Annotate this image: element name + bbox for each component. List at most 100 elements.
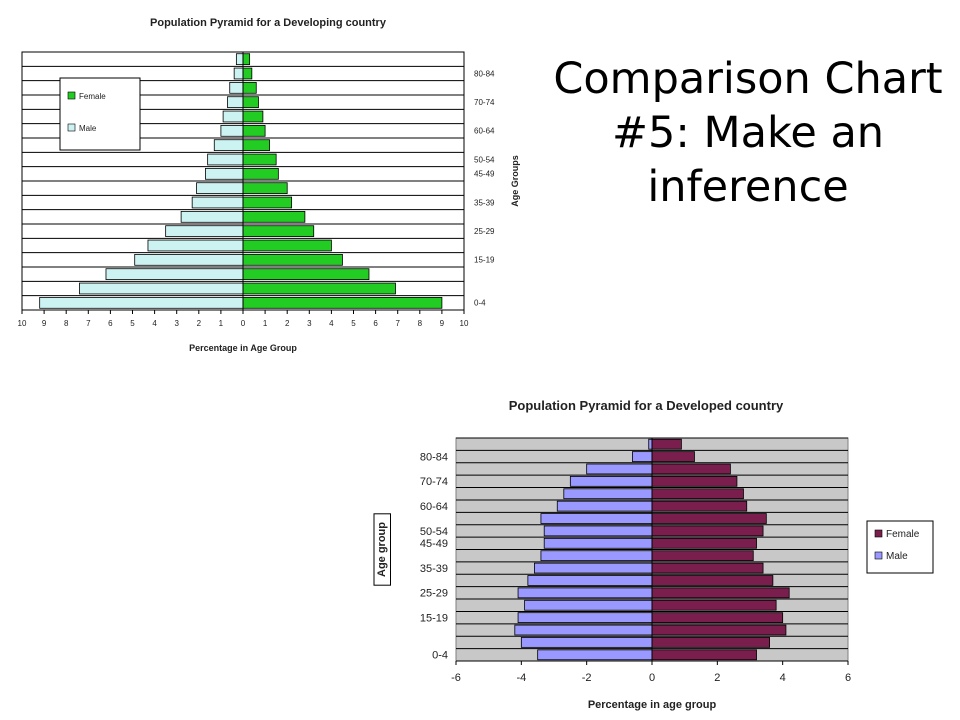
x-tick-label: 2	[197, 319, 202, 328]
y-tick-label: 70-74	[474, 98, 495, 107]
y-tick-label: 60-64	[474, 127, 495, 136]
x-tick-label: 3	[307, 319, 312, 328]
y-axis-label-group: Age Groups	[510, 155, 520, 207]
bar-female-80-84	[651, 451, 695, 462]
bar-female-10-14	[651, 624, 787, 636]
x-tick-label: 2	[285, 319, 290, 328]
y-tick-label: 35-39	[474, 198, 495, 207]
bar-male-85+	[235, 53, 244, 66]
bar-male-35-39	[533, 562, 653, 574]
x-tick-label: -2	[582, 672, 592, 684]
bar-female-75-79	[651, 463, 731, 475]
chart-title: Population Pyramid for a Developing coun…	[150, 17, 387, 29]
x-tick-label: 0	[649, 672, 655, 684]
bar-male-15-19	[517, 612, 653, 623]
bar-male-45-49	[205, 167, 244, 180]
bar-female-60-64	[242, 124, 266, 137]
x-tick-label: 7	[86, 319, 91, 328]
bar-female-0-4	[242, 296, 443, 309]
bar-male-80-84	[233, 67, 244, 80]
bar-male-30-34	[180, 210, 244, 223]
bar-female-35-39	[242, 196, 293, 209]
bar-male-55-59	[540, 513, 653, 524]
x-tick-label: 6	[373, 319, 378, 328]
bar-male-5-9	[79, 282, 244, 295]
bar-male-65-69	[222, 110, 244, 123]
x-tick-label: 0	[241, 319, 246, 328]
x-tick-label: 10	[460, 319, 469, 328]
bar-female-10-14	[242, 268, 370, 281]
bar-male-25-29	[165, 225, 244, 238]
x-tick-label: 7	[395, 319, 400, 328]
bar-male-55-59	[213, 139, 244, 152]
y-tick-label: 60-64	[420, 501, 448, 513]
x-tick-label: 3	[174, 319, 179, 328]
bar-female-55-59	[242, 139, 270, 152]
bar-male-50-54	[543, 525, 653, 537]
legend-label-female: Female	[79, 92, 106, 101]
legend-box	[59, 77, 141, 151]
bar-female-85+	[651, 438, 682, 450]
x-tick-label: 8	[418, 319, 423, 328]
bar-female-15-19	[651, 612, 784, 623]
bar-male-80-84	[631, 451, 653, 462]
legend-swatch-female	[67, 91, 76, 100]
y-axis-label: Age group	[376, 522, 388, 577]
legend-swatch-male	[874, 551, 883, 560]
bar-female-60-64	[651, 500, 748, 512]
bar-female-15-19	[242, 253, 343, 266]
bar-male-70-74	[227, 96, 244, 109]
x-tick-label: 9	[42, 319, 47, 328]
y-tick-label: 80-84	[420, 451, 448, 463]
bar-female-50-54	[242, 153, 277, 166]
legend-label-female: Female	[886, 529, 920, 540]
y-axis-label-box	[373, 513, 391, 586]
bar-female-75-79	[242, 81, 257, 94]
bar-male-20-24	[147, 239, 244, 252]
bar-female-40-44	[651, 550, 754, 562]
chart-developing-country: Population Pyramid for a Developing coun…	[18, 17, 520, 353]
bar-female-45-49	[242, 167, 279, 180]
bar-male-65-69	[563, 488, 653, 500]
y-tick-label: 50-54	[474, 155, 495, 164]
bar-male-70-74	[569, 476, 653, 487]
chart-developed-country: Population Pyramid for a Developed count…	[373, 398, 934, 711]
y-tick-label: 35-39	[420, 563, 448, 575]
bar-female-65-69	[242, 110, 264, 123]
x-tick-label: 10	[18, 319, 27, 328]
x-tick-label: 5	[130, 319, 135, 328]
x-tick-label: -4	[516, 672, 526, 684]
y-tick-label: 80-84	[474, 69, 495, 78]
y-tick-label: 15-19	[420, 612, 448, 624]
bar-female-85+	[242, 53, 251, 66]
bar-male-10-14	[514, 624, 653, 636]
bar-male-10-14	[105, 268, 244, 281]
bar-male-35-39	[191, 196, 244, 209]
bar-male-50-54	[207, 153, 244, 166]
bar-female-40-44	[242, 182, 288, 195]
y-tick-label: 25-29	[474, 227, 495, 236]
bar-male-0-4	[39, 296, 244, 309]
legend-swatch-female	[874, 529, 883, 538]
x-tick-label: 4	[780, 672, 786, 684]
bar-male-5-9	[520, 637, 653, 648]
chart-title: Population Pyramid for a Developed count…	[509, 398, 784, 413]
y-tick-label: 0-4	[432, 650, 448, 662]
bar-male-20-24	[524, 599, 653, 611]
x-tick-label: 1	[263, 319, 268, 328]
bar-male-45-49	[543, 537, 653, 549]
legend-label-male: Male	[79, 124, 97, 133]
bar-female-65-69	[651, 488, 744, 500]
bar-male-75-79	[586, 463, 653, 475]
bar-male-40-44	[540, 550, 653, 562]
bar-male-25-29	[517, 587, 653, 599]
bar-female-20-24	[242, 239, 332, 252]
y-tick-label: 70-74	[420, 476, 448, 488]
bar-female-35-39	[651, 562, 764, 574]
bar-female-70-74	[242, 96, 259, 109]
y-axis-label: Age Groups	[510, 155, 520, 207]
bar-male-30-34	[527, 575, 653, 586]
slide-title: Comparison Chart #5: Make an inference	[553, 54, 943, 212]
legend-label-male: Male	[886, 551, 908, 562]
x-tick-label: 5	[351, 319, 356, 328]
